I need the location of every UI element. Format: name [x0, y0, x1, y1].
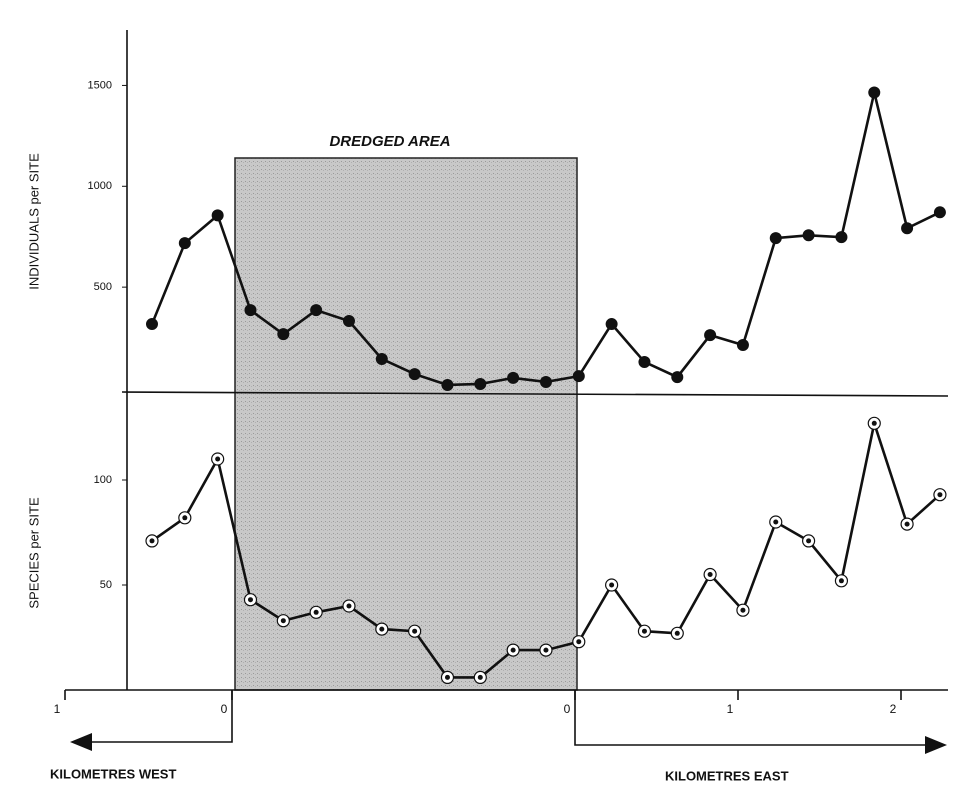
marker [671, 371, 684, 384]
west-arrow-head [70, 733, 92, 751]
marker [835, 231, 848, 244]
marker-dot [313, 609, 319, 615]
marker-dot [182, 515, 188, 521]
marker [474, 377, 487, 390]
marker [868, 86, 881, 99]
marker-dot [280, 618, 286, 624]
marker-dot [543, 647, 549, 653]
marker [769, 232, 782, 245]
x-tick-label: 1 [54, 702, 61, 716]
y-tick-label: 1000 [88, 180, 112, 192]
x-tick-label: 0 [564, 702, 571, 716]
east-arrow-head [925, 736, 947, 754]
x-tick-label: 1 [727, 702, 734, 716]
marker [408, 368, 421, 381]
y-tick-label: 100 [94, 474, 112, 486]
marker-dot [707, 572, 713, 577]
x-tick-label: 0 [221, 702, 228, 716]
marker-dot [773, 519, 779, 525]
marker [244, 304, 257, 317]
marker-dot [806, 538, 812, 544]
west-arrow-line [80, 690, 233, 743]
x-tick-label: 2 [890, 702, 897, 716]
marker-dot [149, 538, 155, 544]
marker-dot [576, 639, 582, 645]
marker [638, 355, 651, 368]
marker [211, 209, 224, 222]
y-tick-label: 50 [100, 579, 112, 591]
marker [605, 318, 618, 331]
east-label: KILOMETRES EAST [665, 768, 789, 783]
marker [539, 375, 552, 388]
marker [572, 370, 585, 383]
marker-dot [510, 647, 516, 653]
marker-dot [740, 607, 746, 613]
marker-dot [904, 521, 910, 527]
marker-dot [477, 674, 483, 680]
marker [310, 304, 323, 317]
marker-dot [937, 492, 943, 498]
marker-dot [871, 420, 877, 426]
marker [507, 371, 520, 384]
y-tick-label: 500 [94, 281, 112, 293]
marker-dot [412, 628, 418, 634]
panel-divider [121, 391, 949, 397]
marker-dot [215, 456, 221, 462]
marker-dot [641, 628, 647, 634]
marker [901, 222, 914, 235]
west-label: KILOMETRES WEST [50, 766, 176, 781]
marker-dot [674, 630, 680, 636]
marker-dot [247, 597, 253, 603]
marker [277, 328, 290, 341]
marker [736, 339, 749, 352]
marker-dot [609, 582, 615, 588]
dredged-area-label: DREDGED AREA [329, 133, 450, 150]
marker [146, 318, 158, 331]
marker [933, 206, 946, 219]
marker [441, 378, 454, 391]
marker [375, 352, 388, 365]
marker-dot [379, 626, 385, 632]
marker [178, 237, 191, 250]
marker-dot [838, 578, 844, 584]
marker-dot [346, 603, 352, 609]
y-tick-label: 1500 [88, 79, 112, 91]
marker [802, 229, 815, 242]
y-axis-label: INDIVIDUALS per SITE [26, 153, 41, 290]
marker [704, 329, 717, 342]
dredged-area [234, 157, 578, 691]
east-arrow-line [574, 690, 935, 746]
marker [342, 315, 355, 328]
y-axis-label: SPECIES per SITE [26, 497, 41, 609]
marker-dot [444, 674, 450, 680]
